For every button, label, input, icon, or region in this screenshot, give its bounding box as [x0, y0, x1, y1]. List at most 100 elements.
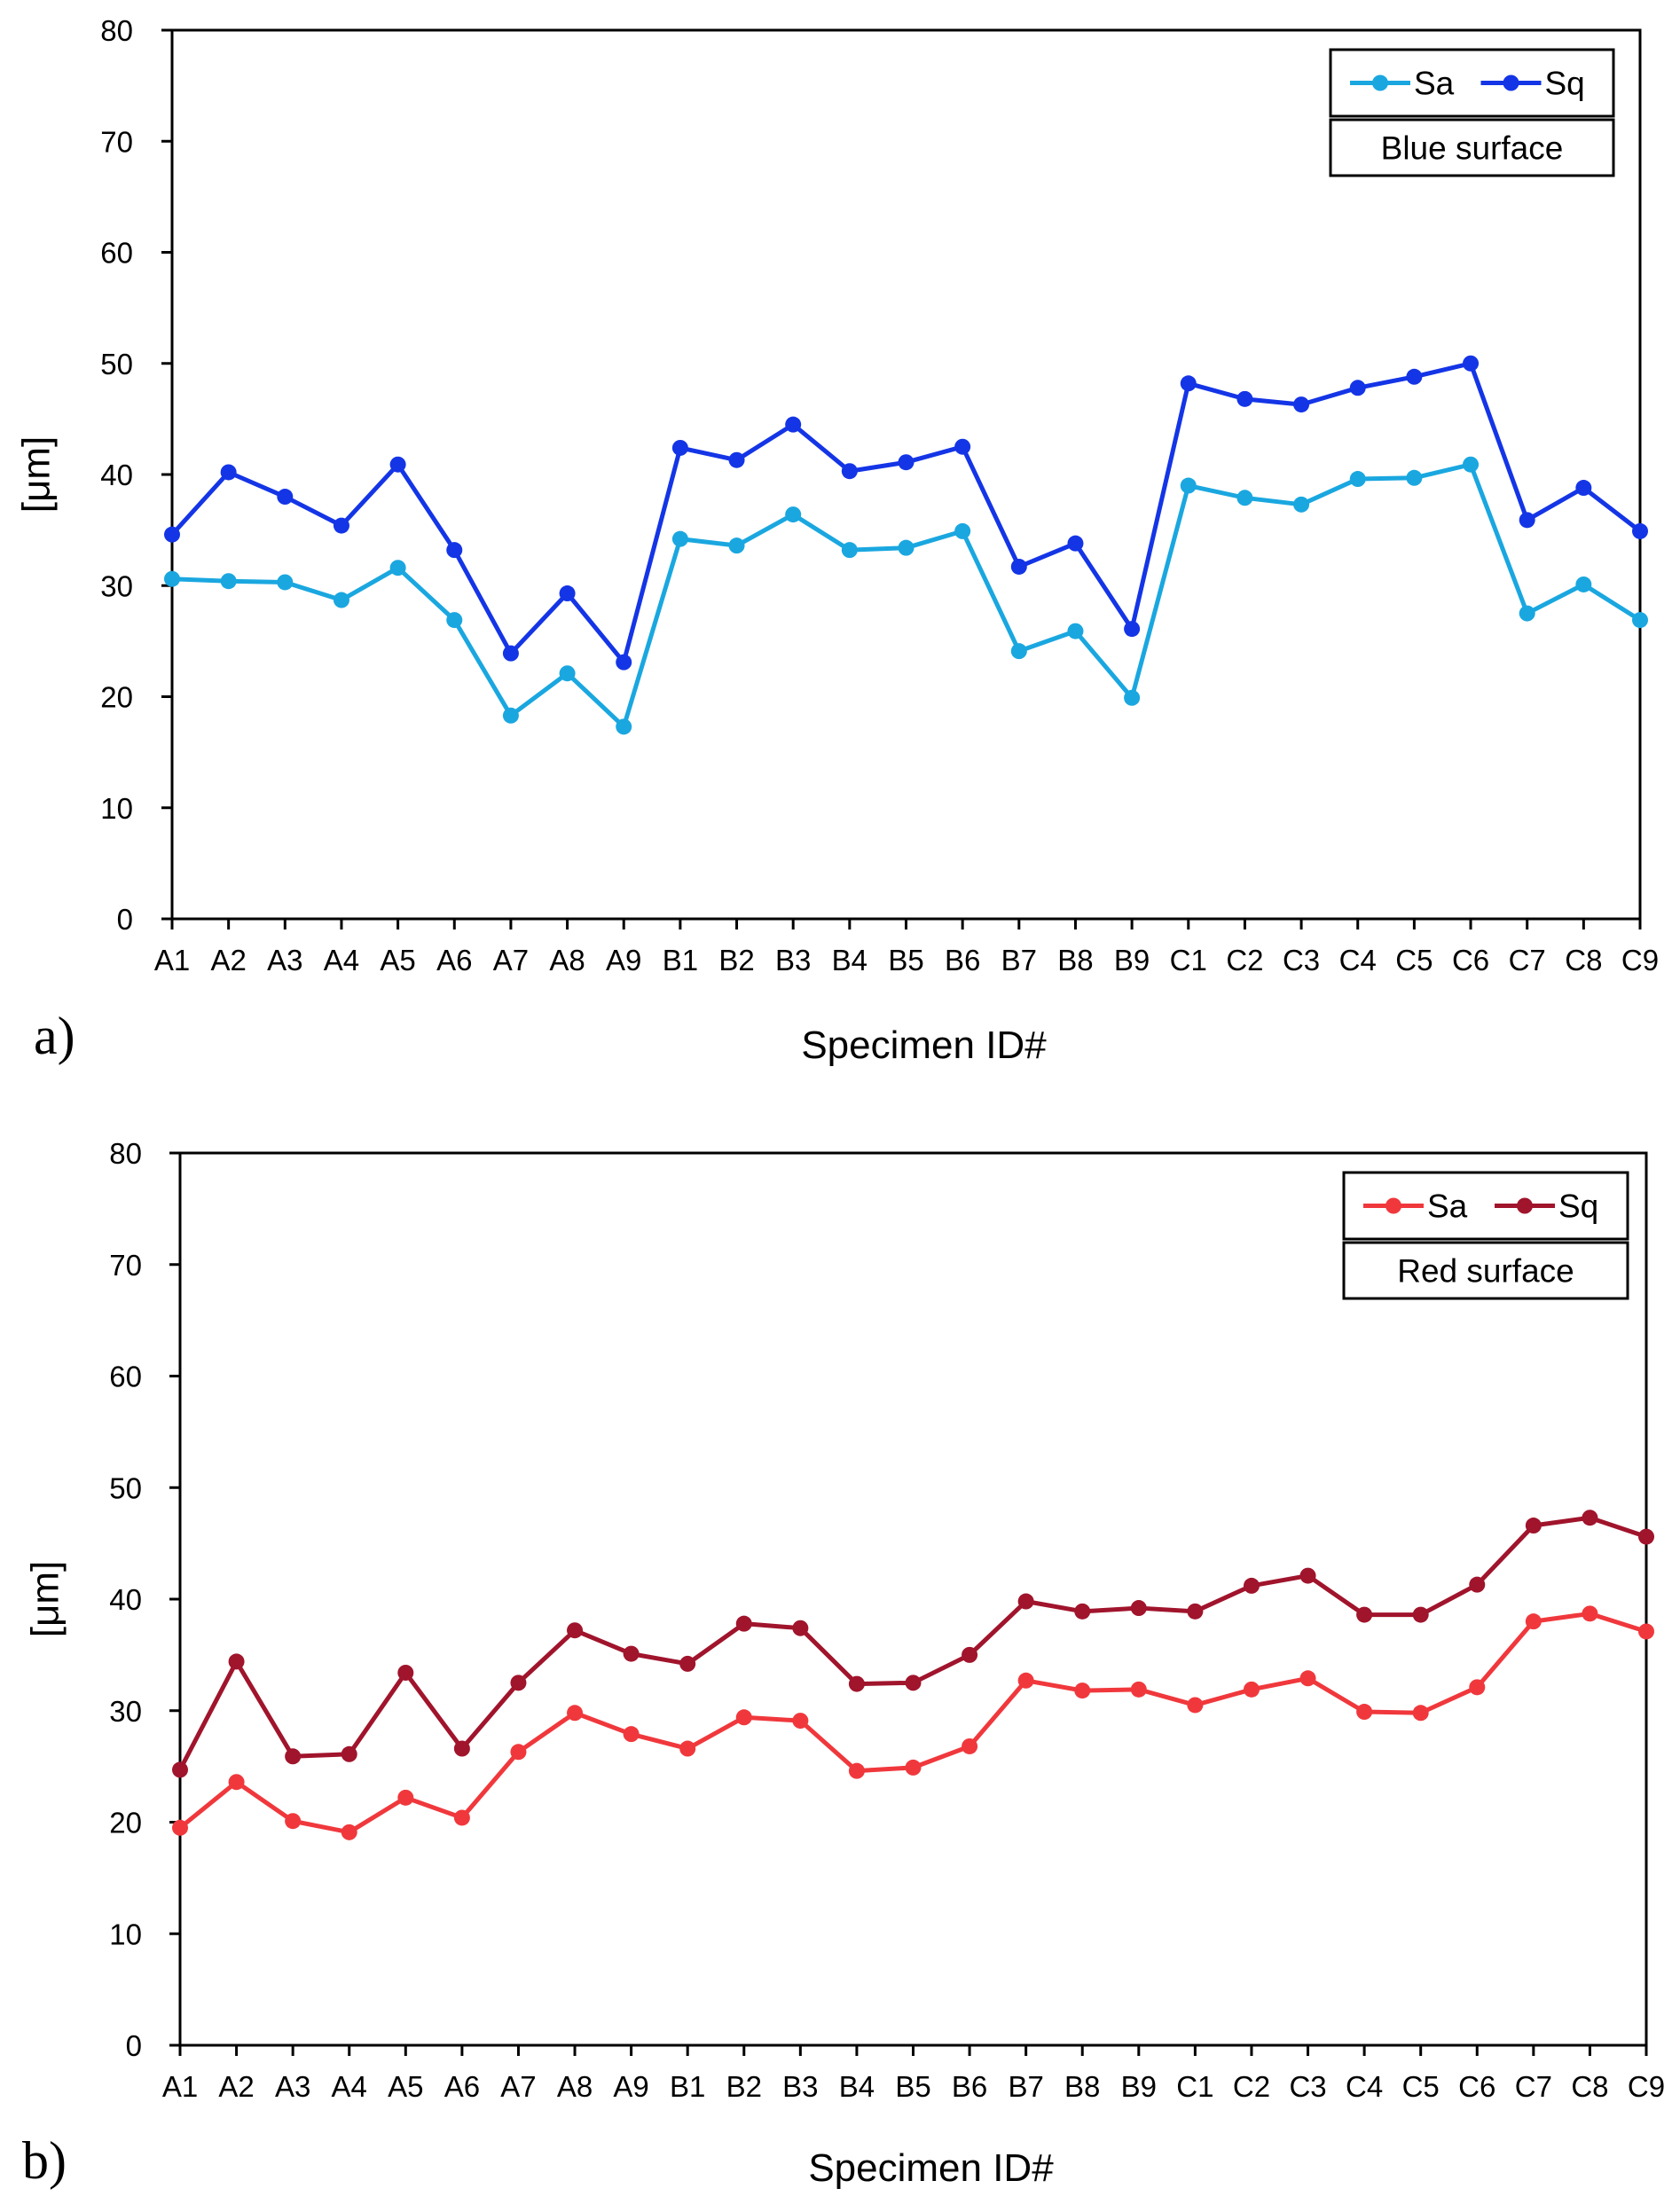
x-tick-label: C9 — [1621, 944, 1659, 977]
x-tick-label: B7 — [1001, 944, 1037, 977]
data-point — [616, 718, 632, 735]
x-tick-label: A5 — [380, 944, 415, 977]
data-point — [1299, 1567, 1316, 1584]
data-point — [1519, 605, 1535, 622]
data-point — [898, 454, 914, 471]
x-tick-label: C1 — [1176, 2070, 1213, 2103]
data-point — [502, 707, 519, 724]
data-point — [1067, 623, 1084, 639]
x-tick-label: C3 — [1289, 2070, 1326, 2103]
y-tick-label: 50 — [109, 1471, 142, 1504]
legend-label: Sa — [1427, 1188, 1468, 1225]
x-tick-label: C3 — [1283, 944, 1320, 977]
x-tick-label: B8 — [1057, 944, 1093, 977]
data-point — [1406, 368, 1423, 385]
y-tick-label: 0 — [126, 2029, 142, 2062]
y-tick-label: 70 — [109, 1249, 142, 1282]
x-tick-label: A2 — [210, 944, 246, 977]
surface-note-label: Red surface — [1397, 1253, 1574, 1290]
x-tick-label: B5 — [895, 2070, 930, 2103]
x-tick-label: A7 — [493, 944, 529, 977]
legend-swatch-marker — [1517, 1197, 1533, 1214]
x-tick-label: C8 — [1565, 944, 1602, 977]
x-tick-label: C6 — [1452, 944, 1489, 977]
data-point — [623, 1726, 640, 1743]
data-point — [1017, 1593, 1034, 1610]
y-tick-label: 70 — [100, 125, 133, 158]
y-tick-label: 80 — [109, 1137, 142, 1170]
legend-swatch-marker — [1385, 1197, 1401, 1214]
x-tick-label: A6 — [444, 2070, 480, 2103]
y-tick-label: 80 — [100, 14, 133, 47]
data-point — [1130, 1681, 1147, 1698]
y-tick-label: 40 — [109, 1583, 142, 1616]
data-point — [792, 1620, 809, 1636]
data-point — [285, 1813, 302, 1830]
data-point — [1180, 375, 1197, 392]
data-point — [1017, 1672, 1034, 1689]
panel-label: a) — [34, 1007, 75, 1065]
data-point — [453, 1809, 470, 1826]
y-axis-title: [μm] — [14, 436, 58, 513]
x-tick-label: B8 — [1064, 2070, 1100, 2103]
data-point — [1180, 477, 1197, 494]
x-tick-label: A6 — [436, 944, 472, 977]
x-tick-label: C4 — [1346, 2070, 1383, 2103]
x-tick-label: B2 — [726, 2070, 762, 2103]
data-point — [341, 1824, 357, 1840]
data-point — [1469, 1576, 1486, 1593]
x-tick-label: A4 — [324, 944, 359, 977]
data-point — [954, 522, 971, 539]
x-axis-title: Specimen ID# — [801, 1024, 1047, 1067]
x-tick-label: C7 — [1515, 2070, 1552, 2103]
x-tick-label: B2 — [718, 944, 754, 977]
x-tick-label: C1 — [1170, 944, 1207, 977]
y-tick-label: 30 — [109, 1695, 142, 1728]
x-tick-label: C5 — [1395, 944, 1433, 977]
data-point — [841, 542, 858, 559]
data-point — [905, 1759, 922, 1776]
y-tick-label: 60 — [100, 237, 133, 270]
data-point — [1412, 1705, 1429, 1722]
x-tick-label: B1 — [670, 2070, 705, 2103]
x-tick-label: A1 — [154, 944, 190, 977]
data-point — [905, 1675, 922, 1691]
data-point — [962, 1737, 978, 1754]
series-line-sq — [170, 361, 1642, 665]
data-point — [1293, 496, 1310, 513]
x-tick-label: B7 — [1008, 2070, 1043, 2103]
data-point — [1575, 480, 1592, 497]
data-point — [792, 1713, 809, 1730]
data-point — [1638, 1623, 1654, 1640]
x-tick-label: B3 — [782, 2070, 818, 2103]
data-point — [510, 1675, 527, 1691]
data-point — [898, 539, 914, 556]
data-point — [389, 456, 406, 473]
x-tick-label: B6 — [952, 2070, 987, 2103]
data-point — [671, 530, 688, 547]
data-point — [1010, 558, 1027, 575]
data-point — [1074, 1683, 1091, 1699]
x-tick-label: C5 — [1402, 2070, 1440, 2103]
data-point — [164, 570, 180, 587]
data-point — [785, 416, 802, 433]
y-tick-label: 10 — [109, 1918, 142, 1950]
legend-label: Sq — [1545, 66, 1585, 102]
data-point — [1124, 621, 1141, 638]
x-tick-label: B4 — [832, 944, 867, 977]
data-point — [616, 654, 632, 671]
series-sq — [164, 355, 1648, 671]
data-point — [1187, 1697, 1204, 1714]
data-point — [1356, 1704, 1373, 1721]
x-tick-label: C9 — [1628, 2070, 1665, 2103]
x-tick-label: B9 — [1121, 2070, 1157, 2103]
x-tick-label: A8 — [549, 944, 585, 977]
data-point — [1582, 1605, 1598, 1622]
data-point — [1463, 355, 1480, 372]
data-point — [841, 463, 858, 480]
data-point — [671, 439, 688, 456]
x-tick-label: B5 — [888, 944, 923, 977]
data-point — [397, 1789, 414, 1806]
data-point — [679, 1655, 696, 1672]
